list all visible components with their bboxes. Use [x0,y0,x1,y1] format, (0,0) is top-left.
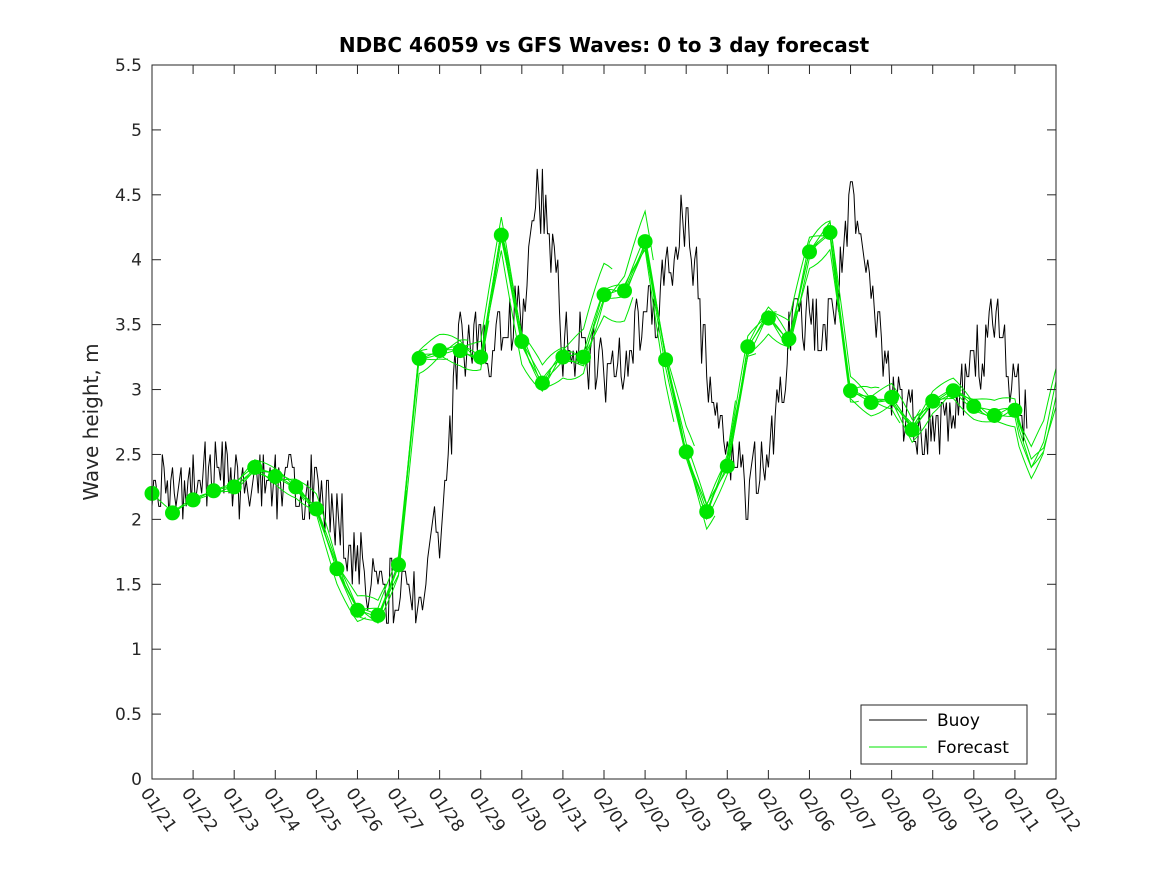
forecast-marker [925,393,941,409]
forecast-run-line [994,381,1057,469]
forecast-marker [473,349,489,365]
y-tick-label: 4 [131,251,142,271]
forecast-marker [904,422,920,438]
forecast-marker [678,444,694,460]
forecast-marker [247,459,263,475]
y-axis-label: Wave height, m [79,343,103,500]
forecast-marker [699,504,715,520]
forecast-marker [1007,402,1023,418]
forecast-marker [966,398,982,414]
forecast-marker [719,458,735,474]
forecast-marker [308,501,324,517]
forecast-marker [288,479,304,495]
y-tick-label: 2.5 [115,445,142,465]
forecast-marker [432,343,448,359]
forecast-marker [185,492,201,508]
y-axis: 0 0.5 1 1.5 2 2.5 3 3.5 4 4.5 5 5.5 [115,56,1056,790]
forecast-marker [740,339,756,355]
forecast-marker [493,227,509,243]
forecast-marker [391,557,406,573]
forecast-marker [781,331,797,347]
legend-forecast-label: Forecast [937,738,1009,758]
buoy-line [151,168,1028,624]
forecast-marker [165,505,180,521]
forecast-marker [822,225,838,240]
forecast-marker [206,483,222,499]
forecast-marker [329,561,345,577]
forecast-marker [576,349,591,365]
forecast-marker [760,310,776,326]
legend: Buoy Forecast [860,704,1028,765]
forecast-marker [514,334,530,349]
y-tick-label: 3.5 [115,316,142,336]
forecast-marker [226,479,242,495]
y-tick-label: 5.5 [115,56,142,76]
forecast-marker [534,375,550,391]
forecast-marker [637,234,653,250]
y-tick-label: 5 [131,121,142,141]
forecast-marker [802,244,817,260]
forecast-marker [555,349,571,365]
plot-area [152,65,1056,779]
y-tick-label: 0 [131,770,142,790]
forecast-marker [843,383,858,399]
legend-box [860,704,1028,765]
forecast-marker [617,283,632,299]
forecast-marker [884,389,900,405]
forecast-marker [370,607,386,623]
y-tick-label: 1.5 [115,575,142,595]
forecast-marker [945,383,961,399]
forecast-run-line [562,244,695,447]
forecast-marker [658,352,674,368]
chart-title: NDBC 46059 vs GFS Waves: 0 to 3 day fore… [339,33,870,57]
forecast-marker [452,343,468,359]
legend-buoy-label: Buoy [937,711,980,731]
buoy-series [151,168,1028,624]
forecast-marker [596,287,612,303]
forecast-marker [267,469,283,484]
forecast-marker [350,602,365,618]
forecast-markers [144,225,1023,623]
y-tick-label: 4.5 [115,186,142,206]
y-tick-label: 2 [131,510,142,530]
forecast-marker [863,395,879,410]
y-tick-label: 1 [131,640,142,660]
y-tick-label: 3 [131,381,142,401]
forecast-marker [986,408,1002,423]
y-tick-label: 0.5 [115,705,142,725]
forecast-marker [411,350,427,366]
